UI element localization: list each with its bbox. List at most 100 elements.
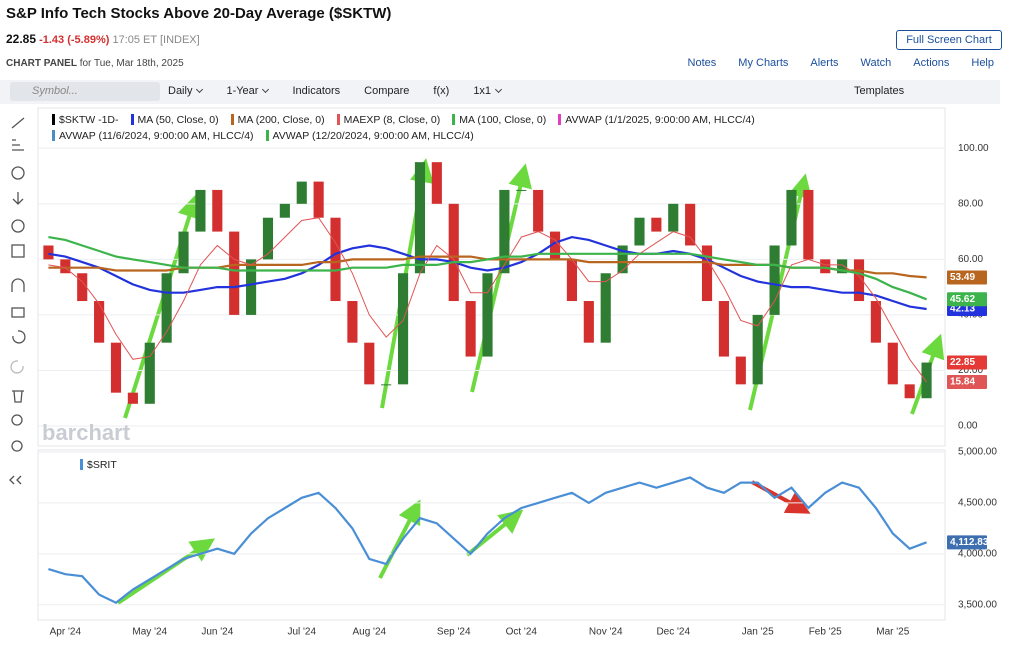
candle	[279, 203, 290, 218]
candle	[296, 181, 307, 204]
x-tick-label: Sep '24	[437, 627, 471, 638]
last-value-label: 4,112.83	[950, 537, 989, 548]
header-link[interactable]: My Charts	[738, 57, 789, 69]
change: -1.43 (-5.89%)	[39, 34, 110, 46]
candle	[414, 162, 426, 274]
candle	[77, 273, 88, 302]
ma-line	[48, 217, 928, 383]
y-tick-label: 4,000.00	[958, 548, 997, 559]
header-link[interactable]: Actions	[913, 57, 950, 69]
candle	[566, 259, 577, 302]
ma-line	[48, 235, 927, 311]
last-value-badge	[947, 375, 987, 390]
candle	[651, 217, 662, 232]
legend-item: AVWAP (11/6/2024, 9:00:00 AM, HLCC/4)	[52, 130, 254, 142]
y-tick-label: 80.00	[958, 198, 983, 209]
panel-label: CHART PANEL	[6, 58, 77, 69]
y-tick-label: 60.00	[958, 254, 983, 265]
header-link[interactable]: Help	[971, 57, 994, 69]
ma-line	[48, 236, 928, 301]
last-value-label: 45.62	[950, 294, 975, 305]
last-value-label: 15.84	[950, 377, 975, 388]
watermark: barchart	[42, 420, 131, 445]
candle	[178, 231, 189, 274]
candle	[803, 189, 814, 260]
x-tick-label: Feb '25	[809, 627, 842, 638]
candle	[482, 273, 493, 357]
toolbar-items: Daily 1-Year Indicators Compare f(x) 1x1	[168, 85, 501, 97]
header-link[interactable]: Watch	[860, 57, 892, 69]
last-value-label: 42.13	[950, 304, 975, 315]
candle	[347, 301, 358, 343]
full-screen-button[interactable]: Full Screen Chart	[896, 30, 1002, 50]
header-link[interactable]: Alerts	[810, 57, 839, 69]
last-value-label: 22.85	[950, 357, 975, 368]
toolbar-item[interactable]: f(x)	[433, 85, 450, 97]
candle	[516, 189, 527, 191]
candle	[718, 301, 729, 357]
candle	[161, 273, 172, 343]
x-tick-label: Apr '24	[50, 627, 82, 638]
candle	[465, 301, 476, 357]
candle	[549, 231, 561, 260]
last-price: 22.85	[6, 32, 37, 46]
last-value-badge	[947, 355, 987, 370]
last-value-badge	[947, 270, 987, 285]
tool-icons	[9, 117, 26, 485]
toolbar-item[interactable]: Daily	[168, 85, 202, 97]
toolbar-item[interactable]: 1-Year	[226, 85, 268, 97]
candle	[110, 342, 122, 393]
candle	[701, 245, 713, 302]
legend-item: MAEXP (8, Close, 0)	[337, 114, 441, 126]
candle	[262, 217, 274, 260]
x-tick-label: Mar '25	[876, 627, 909, 638]
templates[interactable]: Templates	[854, 85, 905, 97]
legend: $SKTW -1D- MA (50, Close, 0) MA (200, Clos…	[52, 114, 932, 142]
x-tick-label: Jul '24	[287, 627, 316, 638]
y-tick-label: 4,500.00	[958, 498, 997, 509]
candle	[313, 181, 324, 218]
candle	[195, 189, 206, 232]
candle	[769, 245, 780, 315]
candle	[887, 342, 898, 385]
candle	[246, 259, 257, 315]
x-tick-label: Jan '25	[742, 627, 774, 638]
x-tick-label: Nov '24	[589, 627, 623, 638]
x-tick-label: Aug '24	[352, 627, 386, 638]
candle	[921, 362, 932, 399]
candle	[853, 259, 865, 302]
annotation-arrow-red	[751, 480, 811, 514]
time: 17:05 ET [INDEX]	[112, 34, 200, 46]
legend-srit: $SRIT	[80, 459, 117, 471]
candle	[533, 189, 544, 232]
toolbar-item[interactable]: Indicators	[292, 85, 341, 97]
candle	[870, 301, 881, 343]
toolbar-item[interactable]: 1x1	[473, 85, 501, 97]
candle	[127, 392, 138, 404]
legend-item: $SKTW -1D-	[52, 114, 119, 126]
panel-info: CHART PANEL for Tue, Mar 18th, 2025	[6, 58, 184, 69]
y-tick-label: 0.00	[958, 421, 978, 432]
legend-item: MA (50, Close, 0)	[131, 114, 219, 126]
header-link[interactable]: Notes	[687, 57, 717, 69]
y-tick-label: 100.00	[958, 143, 989, 154]
candle	[381, 384, 392, 386]
y-tick-label: 20.00	[958, 365, 983, 376]
toolbar-item[interactable]: Compare	[364, 85, 410, 97]
legend-item: MA (100, Close, 0)	[452, 114, 546, 126]
candle	[229, 231, 240, 315]
candle	[144, 342, 155, 404]
candle	[60, 259, 71, 274]
symbol-input[interactable]: Symbol...	[10, 82, 160, 101]
y-tick-label: 3,500.00	[958, 599, 997, 610]
title: S&P Info Tech Stocks Above 20-Day Averag…	[6, 5, 392, 22]
candle	[583, 301, 594, 343]
x-tick-label: Jun '24	[201, 627, 233, 638]
candle	[94, 301, 105, 343]
candle	[735, 356, 746, 385]
last-value-label: 53.49	[950, 272, 975, 283]
legend-item: AVWAP (1/1/2025, 9:00:00 AM, HLCC/4)	[558, 114, 754, 126]
candle	[820, 259, 831, 274]
